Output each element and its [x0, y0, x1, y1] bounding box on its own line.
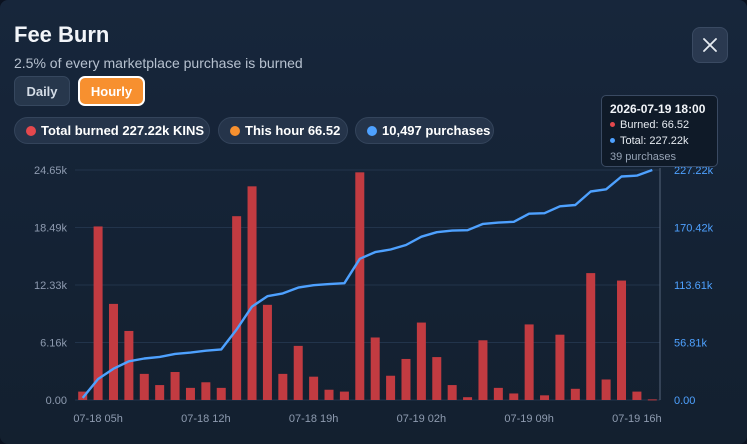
bar — [278, 373, 288, 400]
bar — [324, 389, 334, 400]
y-tick-label: 24.65k — [34, 165, 68, 177]
bar — [309, 376, 319, 400]
x-tick-label: 07-19 09h — [504, 413, 554, 425]
purchases-dot — [367, 126, 377, 136]
purchases-chip: 10,497 purchases — [355, 117, 494, 144]
bar — [524, 324, 534, 400]
bar — [555, 334, 565, 400]
tooltip-burned-row: Burned: 66.52 — [610, 119, 689, 131]
tooltip-purchases: 39 purchases — [610, 151, 677, 163]
bar — [416, 322, 426, 400]
bar — [570, 388, 580, 400]
bar — [155, 385, 165, 400]
total-burned-dot — [26, 126, 36, 136]
bar — [509, 393, 519, 400]
purchases-label: 10,497 purchases — [382, 123, 491, 138]
y2-tick-label: 227.22k — [674, 165, 714, 177]
total-burned-label: Total burned 227.22k KINS — [41, 123, 205, 138]
bar — [632, 391, 642, 400]
daily-toggle-button[interactable]: Daily — [14, 76, 70, 106]
tooltip-burned-swatch — [610, 121, 615, 127]
tooltip-total-swatch — [610, 137, 615, 143]
bar — [93, 226, 103, 400]
chart-tooltip: 2026-07-19 18:00 Burned: 66.52 Total: 22… — [601, 95, 718, 167]
y2-tick-label: 56.81k — [674, 338, 708, 350]
bar — [293, 345, 303, 400]
bar — [463, 397, 473, 400]
tooltip-total: Total: 227.22k — [620, 135, 689, 147]
tooltip-burned: Burned: 66.52 — [620, 119, 690, 131]
bar — [386, 375, 396, 400]
tooltip-total-row: Total: 227.22k — [610, 135, 689, 147]
bar — [124, 330, 134, 400]
bar — [232, 216, 242, 400]
bar — [262, 304, 272, 400]
close-icon — [703, 38, 717, 52]
bar — [247, 186, 257, 400]
total-line — [81, 168, 653, 399]
x-tick-label: 07-19 02h — [397, 413, 447, 425]
bar — [401, 358, 411, 400]
close-button[interactable] — [692, 27, 728, 63]
y-tick-label: 18.49k — [34, 223, 68, 235]
x-tick-label: 07-18 19h — [289, 413, 339, 425]
x-tick-label: 07-19 16h — [612, 413, 662, 425]
x-tick-label: 07-18 05h — [73, 413, 123, 425]
y2-tick-label: 113.61k — [674, 280, 713, 292]
bar — [601, 379, 611, 400]
bar — [540, 395, 550, 400]
bar — [478, 340, 488, 400]
hourly-toggle-button[interactable]: Hourly — [78, 76, 145, 106]
bar — [493, 387, 503, 400]
bar — [355, 172, 365, 400]
bar — [432, 357, 442, 400]
bar — [185, 387, 195, 400]
bar — [617, 280, 627, 400]
y-tick-label: 12.33k — [34, 280, 68, 292]
bar — [339, 391, 349, 400]
bar — [78, 391, 88, 400]
bar — [170, 372, 180, 400]
bar — [447, 385, 457, 400]
this-hour-label: This hour 66.52 — [245, 123, 341, 138]
bar — [108, 303, 118, 400]
x-tick-label: 07-18 12h — [181, 413, 231, 425]
y-tick-label: 0.00 — [46, 395, 67, 407]
bar — [201, 382, 211, 400]
y-tick-label: 6.16k — [40, 338, 67, 350]
y2-tick-label: 170.42k — [674, 223, 714, 235]
page-title: Fee Burn — [14, 22, 110, 47]
bar — [370, 337, 380, 400]
this-hour-dot — [230, 126, 240, 136]
bar — [139, 373, 149, 400]
tooltip-date: 2026-07-19 18:00 — [610, 102, 706, 116]
bar — [216, 387, 226, 400]
this-hour-chip: This hour 66.52 — [218, 117, 348, 144]
total-burned-chip: Total burned 227.22k KINS — [14, 117, 210, 144]
y2-tick-label: 0.00 — [674, 395, 695, 407]
page-subtitle: 2.5% of every marketplace purchase is bu… — [14, 55, 303, 71]
bar — [586, 273, 596, 400]
bar — [647, 399, 657, 401]
